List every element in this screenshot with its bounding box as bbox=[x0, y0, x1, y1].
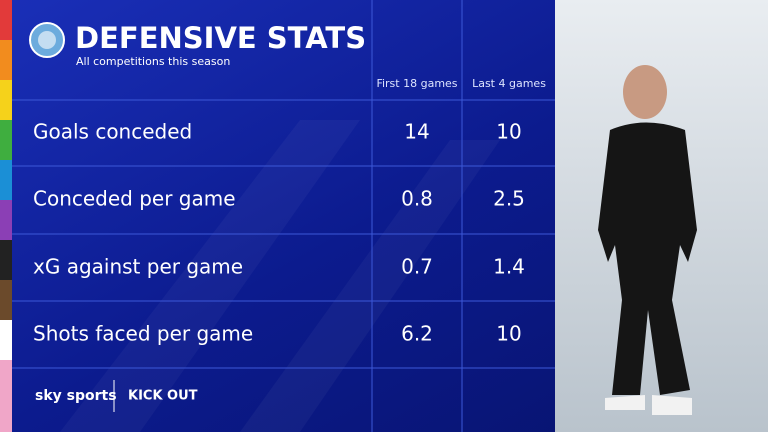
row-label: Shots faced per game bbox=[33, 322, 253, 346]
cell-value: 6.2 bbox=[401, 322, 433, 346]
row-label: Goals conceded bbox=[33, 120, 192, 144]
column-header: First 18 games bbox=[376, 77, 457, 90]
decoration bbox=[60, 120, 500, 432]
subtitle: All competitions this season bbox=[76, 55, 230, 68]
cell-value: 10 bbox=[496, 120, 521, 144]
color-strip bbox=[0, 0, 12, 432]
person bbox=[598, 65, 697, 415]
table-body: Goals conceded 14 10 Conceded per game 0.8 2.… bbox=[33, 120, 525, 346]
cell-value: 14 bbox=[404, 120, 429, 144]
cell-value: 10 bbox=[496, 322, 521, 346]
broadcaster-logo: sky sports bbox=[35, 388, 117, 404]
row-label: Conceded per game bbox=[33, 187, 236, 211]
grid bbox=[12, 0, 555, 432]
cell-value: 0.8 bbox=[401, 187, 433, 211]
column-header: Last 4 games bbox=[472, 77, 546, 90]
cell-value: 0.7 bbox=[401, 255, 433, 279]
cell-value: 2.5 bbox=[493, 187, 525, 211]
crest bbox=[29, 22, 65, 58]
show-logo: KICK OUT bbox=[128, 389, 198, 404]
title: DEFENSIVE STATS bbox=[75, 21, 366, 55]
cell-value: 1.4 bbox=[493, 255, 525, 279]
row-label: xG against per game bbox=[33, 255, 243, 279]
